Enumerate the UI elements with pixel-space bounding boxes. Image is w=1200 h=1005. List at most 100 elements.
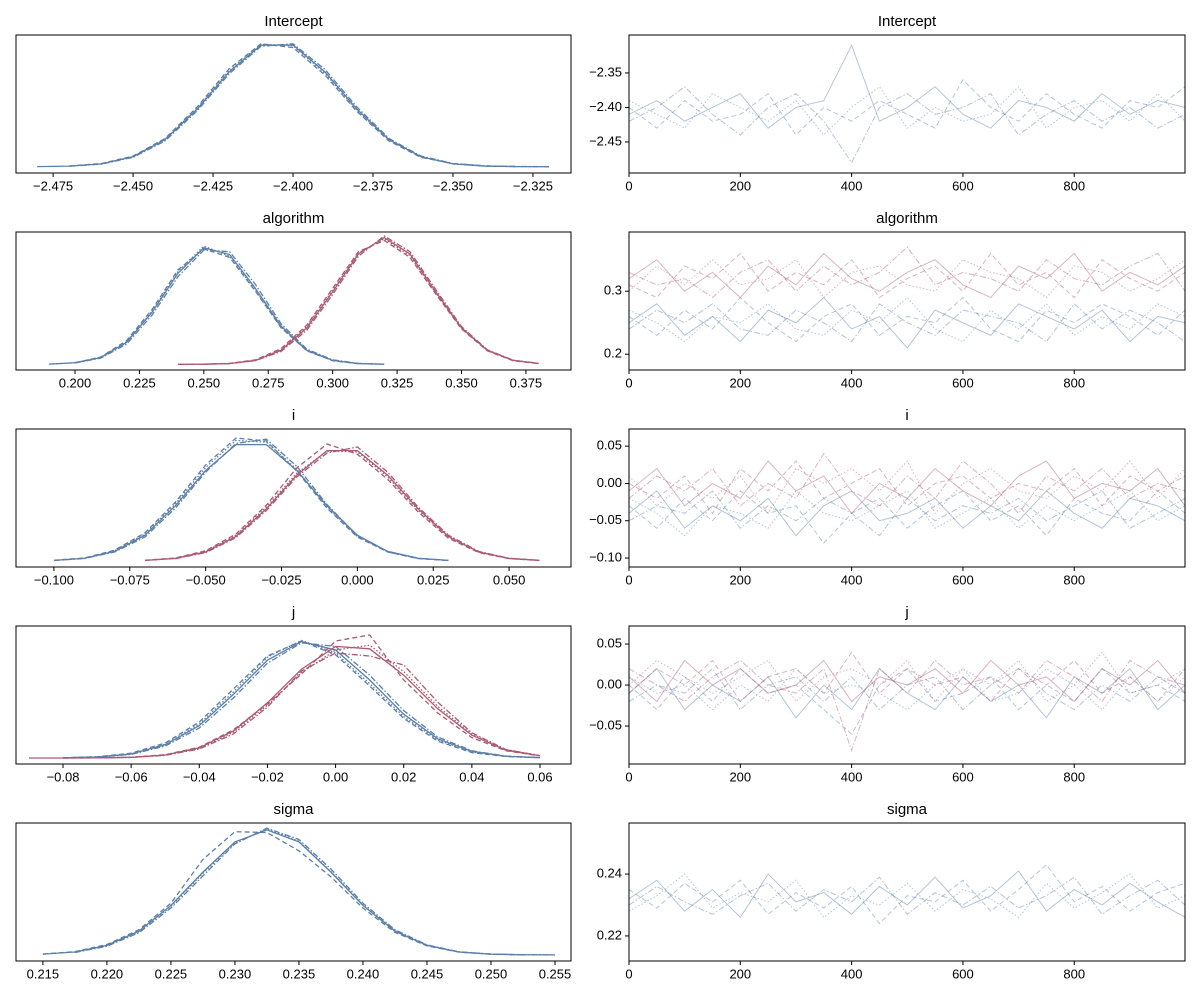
x-tick-label: 0.275 (252, 375, 285, 390)
x-tick-label: 600 (952, 572, 974, 587)
series-line (628, 667, 1186, 736)
x-tick-label: 0.250 (188, 375, 221, 390)
panel-title: sigma (273, 801, 314, 818)
x-tick-label: 600 (952, 178, 974, 193)
x-tick-label: 800 (1063, 769, 1085, 784)
y-tick-label: 0.00 (597, 676, 622, 691)
x-tick-label: −0.050 (186, 572, 226, 587)
series-line (628, 870, 1186, 919)
series-line (69, 43, 517, 168)
series-line (628, 667, 1186, 711)
series-line (178, 236, 539, 366)
x-tick-label: 800 (1063, 375, 1085, 390)
series-line (628, 659, 1186, 753)
series-line (74, 828, 524, 956)
panel-title: j (904, 604, 908, 621)
x-tick-label: −2.350 (433, 178, 473, 193)
series-line (628, 296, 1186, 343)
y-tick-label: −2.45 (589, 133, 622, 148)
series-line (63, 642, 541, 759)
series-line (628, 490, 1186, 537)
series-line (628, 864, 1186, 925)
x-tick-label: 0.240 (347, 966, 380, 981)
x-tick-label: −0.06 (115, 769, 148, 784)
x-tick-label: 0 (625, 769, 632, 784)
series-line (144, 443, 540, 562)
y-tick-label: −2.40 (589, 99, 622, 114)
x-tick-label: −0.02 (251, 769, 284, 784)
panel-title: sigma (887, 801, 928, 818)
x-tick-label: 0.250 (475, 966, 508, 981)
y-tick-label: 0.05 (597, 635, 622, 650)
panel-title: algorithm (263, 210, 325, 227)
y-tick-label: 0.00 (597, 475, 622, 490)
series-line (74, 248, 359, 365)
x-tick-label: 0.00 (323, 769, 348, 784)
x-tick-label: 0.325 (381, 375, 414, 390)
series-line (97, 644, 541, 759)
y-tick-label: 0.05 (597, 438, 622, 453)
axes-frame (628, 428, 1186, 568)
series-line (628, 303, 1186, 343)
series-line (63, 634, 541, 759)
axes-frame (15, 231, 572, 371)
axes-frame (628, 625, 1186, 765)
series-line (628, 252, 1186, 299)
x-tick-label: 200 (729, 769, 751, 784)
series-line (628, 246, 1186, 299)
axes-frame (15, 822, 572, 962)
x-tick-label: −0.100 (34, 572, 74, 587)
x-tick-label: 400 (841, 966, 863, 981)
x-tick-label: 400 (841, 375, 863, 390)
series-line (53, 443, 449, 562)
x-tick-label: −0.08 (47, 769, 80, 784)
x-tick-label: 0.06 (527, 769, 552, 784)
x-tick-label: 0.025 (417, 572, 450, 587)
x-tick-label: 400 (841, 769, 863, 784)
x-tick-label: 0.04 (459, 769, 484, 784)
x-tick-label: −2.375 (353, 178, 393, 193)
x-tick-label: 200 (729, 572, 751, 587)
x-tick-label: 600 (952, 769, 974, 784)
series-line (100, 43, 517, 168)
series-line (628, 667, 1186, 719)
y-tick-label: 0.24 (597, 865, 622, 880)
series-line (628, 873, 1186, 919)
y-tick-label: −0.05 (589, 717, 622, 732)
x-tick-label: −2.475 (33, 178, 73, 193)
series-line (628, 85, 1186, 136)
x-tick-label: −0.04 (183, 769, 216, 784)
axes-frame (15, 625, 572, 765)
series-line (628, 659, 1186, 703)
series-line (74, 827, 556, 956)
series-line (628, 252, 1186, 299)
series-line (628, 44, 1186, 129)
panel-title: i (292, 407, 295, 424)
x-tick-label: 0.255 (539, 966, 572, 981)
series-line (628, 86, 1186, 164)
axes-frame (628, 231, 1186, 371)
series-line (203, 239, 539, 365)
x-tick-label: 0.245 (411, 966, 444, 981)
panel-title: algorithm (876, 210, 938, 227)
y-tick-label: 0.3 (604, 283, 622, 298)
axes-frame (15, 34, 572, 174)
axes-frame (15, 428, 572, 568)
x-tick-label: 0.200 (59, 375, 92, 390)
panel-title: j (291, 604, 295, 621)
x-tick-label: 0.375 (510, 375, 543, 390)
series-line (28, 645, 541, 759)
series-line (49, 245, 359, 365)
series-line (203, 238, 539, 365)
x-tick-label: 0.02 (391, 769, 416, 784)
series-line (53, 437, 449, 562)
x-tick-label: 800 (1063, 178, 1085, 193)
x-tick-label: 0.050 (493, 572, 526, 587)
y-tick-label: 0.22 (597, 927, 622, 942)
y-tick-label: −0.10 (589, 549, 622, 564)
x-tick-label: 400 (841, 572, 863, 587)
series-line (628, 452, 1186, 515)
